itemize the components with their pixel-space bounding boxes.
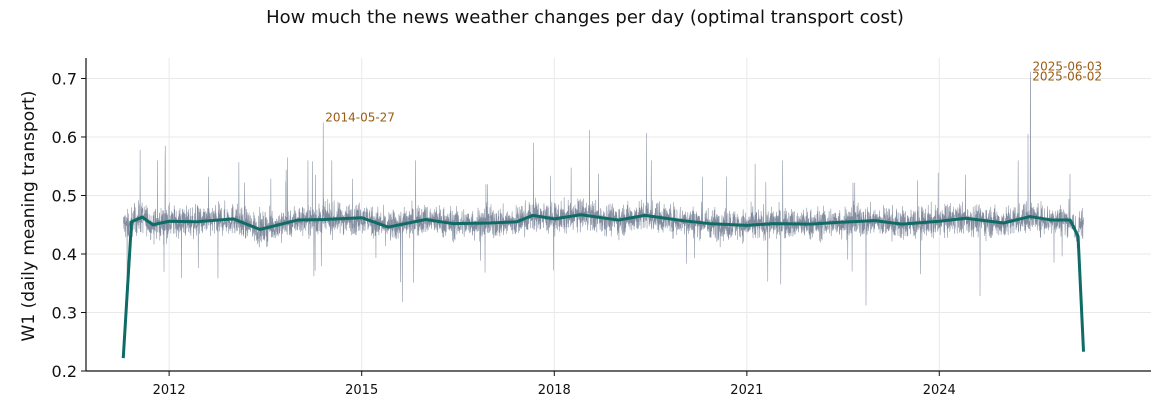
y-tick-label: 0.5 [52,186,77,205]
spike-annotation: 2014-05-27 [325,110,395,124]
x-tick-label: 2024 [923,383,956,398]
x-tick-label: 2015 [345,383,378,398]
rolling-mean-line [121,213,1086,359]
grid-lines [86,58,1151,372]
x-tick-label: 2012 [153,383,186,398]
chart-title: How much the news weather changes per da… [266,7,904,28]
daily-w1-line [122,71,1084,306]
spike-annotation: 2025-06-02 [1032,69,1102,83]
y-tick-label: 0.6 [52,128,77,147]
daily-series [122,71,1084,306]
axes: 0.2 0.3 0.4 0.5 0.6 0.7 2012 2015 2018 2021 2024 [52,58,1151,398]
x-tick-label: 2021 [730,383,763,398]
y-tick-label: 0.3 [52,303,77,322]
y-tick-label: 0.7 [52,69,77,88]
y-tick-label: 0.2 [52,362,77,381]
y-tick-label: 0.4 [52,245,77,264]
y-axis-label: W1 (daily meaning transport) [19,91,39,342]
smoothed-series [121,213,1086,359]
x-tick-label: 2018 [538,383,571,398]
spike-annotation: 2025-06-03 [1032,59,1102,73]
